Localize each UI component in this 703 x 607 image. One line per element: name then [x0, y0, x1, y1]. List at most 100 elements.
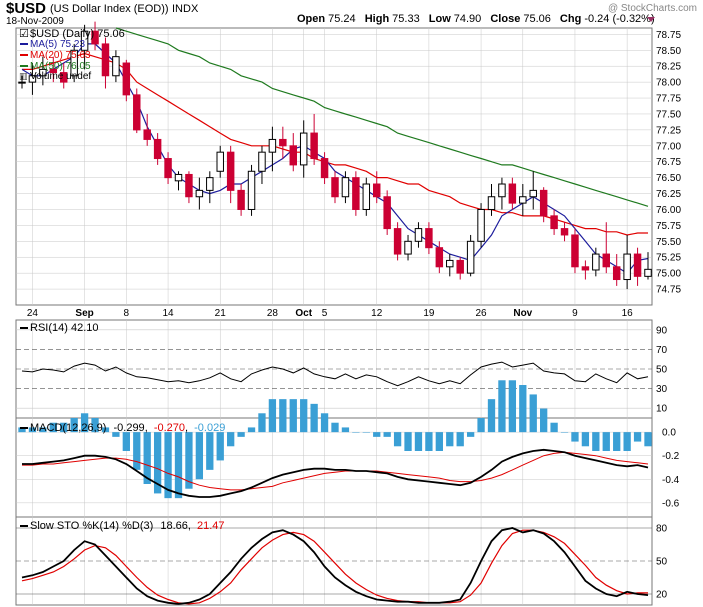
sto-legend-label: Slow STO %K(14) %D(3) [30, 520, 153, 532]
date-tick-label: 16 [622, 308, 634, 319]
macd-tick-label: 0.0 [662, 428, 676, 439]
macd-histogram-bar [529, 394, 537, 433]
macd-histogram-bar [341, 427, 350, 433]
macd-tick-label: -0.6 [662, 498, 680, 509]
macd-histogram-bar [80, 413, 89, 433]
candle-up [206, 177, 214, 191]
sto-d-line [21, 529, 648, 605]
candle-down [571, 234, 579, 268]
macd-histogram-bar [247, 427, 256, 433]
candle-down [49, 68, 58, 74]
macd-histogram-bar [498, 380, 506, 433]
candle-up [216, 151, 224, 172]
candle-up [623, 253, 631, 281]
macd-legend: MACD(12,26,9) -0.299, -0.270, -0.029 [20, 422, 225, 434]
macd-histogram-bar [60, 422, 68, 433]
grid [16, 28, 652, 605]
candle-down [612, 266, 621, 281]
legend-ma50: MA(50) 76.05 [30, 61, 91, 72]
candle-down [185, 173, 193, 198]
rsi-series [21, 361, 649, 387]
macd-histogram-bar [633, 432, 642, 442]
macd-histogram-bar [216, 432, 224, 461]
macd-histogram-bar [519, 385, 527, 433]
candle-down [164, 158, 172, 179]
candle-up [592, 253, 600, 271]
macd-histogram-bar [279, 399, 287, 433]
macd-histogram-bar [174, 432, 183, 499]
macd-histogram-bar [425, 432, 433, 451]
candle-up [477, 208, 485, 242]
macd-histogram-bar [49, 422, 57, 433]
candle-down [143, 129, 151, 140]
candle-down [133, 94, 141, 131]
candle-up [268, 138, 277, 153]
candle-down [226, 151, 235, 191]
candle-up [362, 183, 371, 210]
legend-price-icon: ☑ [19, 28, 29, 40]
macd-histogram-bar [39, 427, 47, 433]
macd-histogram-bar [112, 432, 120, 437]
candle-up [519, 196, 527, 204]
macd-histogram-bar [602, 432, 610, 451]
rsi-legend-text: RSI(14) 42.10 [30, 322, 98, 334]
sto-legend-k: 18.66 [160, 520, 188, 532]
rsi-tick-label: 50 [656, 365, 668, 376]
macd-legend-hist: -0.029 [194, 422, 225, 434]
date-tick-label: 26 [476, 308, 488, 319]
date-tick-label: Sep [75, 308, 93, 319]
price-tick-label: 75.75 [656, 221, 681, 232]
price-tick-label: 78.00 [656, 78, 681, 89]
candle-down [153, 138, 162, 160]
price-tick-label: 76.50 [656, 173, 681, 184]
candle-up [258, 151, 266, 172]
macd-histogram-bar [185, 432, 193, 489]
candle-down [289, 145, 298, 166]
macd-panel [15, 417, 653, 518]
candle-down [539, 189, 548, 217]
candle-down [91, 30, 99, 45]
candle-down [372, 183, 381, 198]
macd-histogram-bar [206, 432, 214, 470]
svg-text:Slow STO %K(14) %D(3) 18: Slow STO %K(14) %D(3) 18.66, 21.47 [30, 520, 225, 532]
macd-tick-label: -0.4 [662, 475, 680, 486]
candle-down [550, 215, 558, 230]
candle-up [404, 240, 412, 255]
candle-up [39, 68, 47, 77]
macd-histogram-bar [446, 432, 454, 447]
macd-histogram-bar [28, 427, 37, 433]
candle-down [279, 138, 287, 147]
candle-down [310, 132, 318, 160]
candle-up [487, 196, 496, 210]
date-tick-label: 5 [322, 308, 328, 319]
legend-volume: Volume undef [30, 71, 91, 82]
sto-tick-label: 20 [656, 590, 668, 601]
macd-histogram-bar [550, 422, 558, 433]
macd-histogram-bar [300, 399, 308, 433]
date-tick-label: 19 [423, 308, 435, 319]
macd-histogram-bar [644, 432, 652, 447]
macd-signal-line [22, 451, 649, 491]
candle-down [435, 247, 444, 268]
macd-histogram-bar [227, 432, 235, 447]
macd-histogram-bar [268, 399, 277, 433]
macd-histogram-bar [393, 432, 402, 447]
macd-histogram-bar [122, 432, 130, 451]
macd-histogram-bar [91, 418, 99, 433]
symbol-label: $USD [6, 0, 46, 17]
rsi-tick-label: 70 [656, 345, 668, 356]
macd-histogram-bar [101, 427, 110, 433]
price-tick-label: 76.75 [656, 157, 681, 168]
price-tick-label: 78.50 [656, 46, 681, 57]
macd-histogram-bar [133, 432, 141, 470]
candle-up [112, 56, 120, 77]
macd-histogram-bar [320, 413, 329, 433]
macd-legend-label: MACD(12,26,9) [30, 422, 106, 434]
candle-down [633, 253, 642, 277]
macd-series [18, 380, 652, 499]
date-tick-label: 12 [371, 308, 383, 319]
candle-down [237, 189, 245, 210]
macd-legend-signal: -0.270 [154, 422, 185, 434]
macd-histogram-bar [289, 399, 297, 433]
